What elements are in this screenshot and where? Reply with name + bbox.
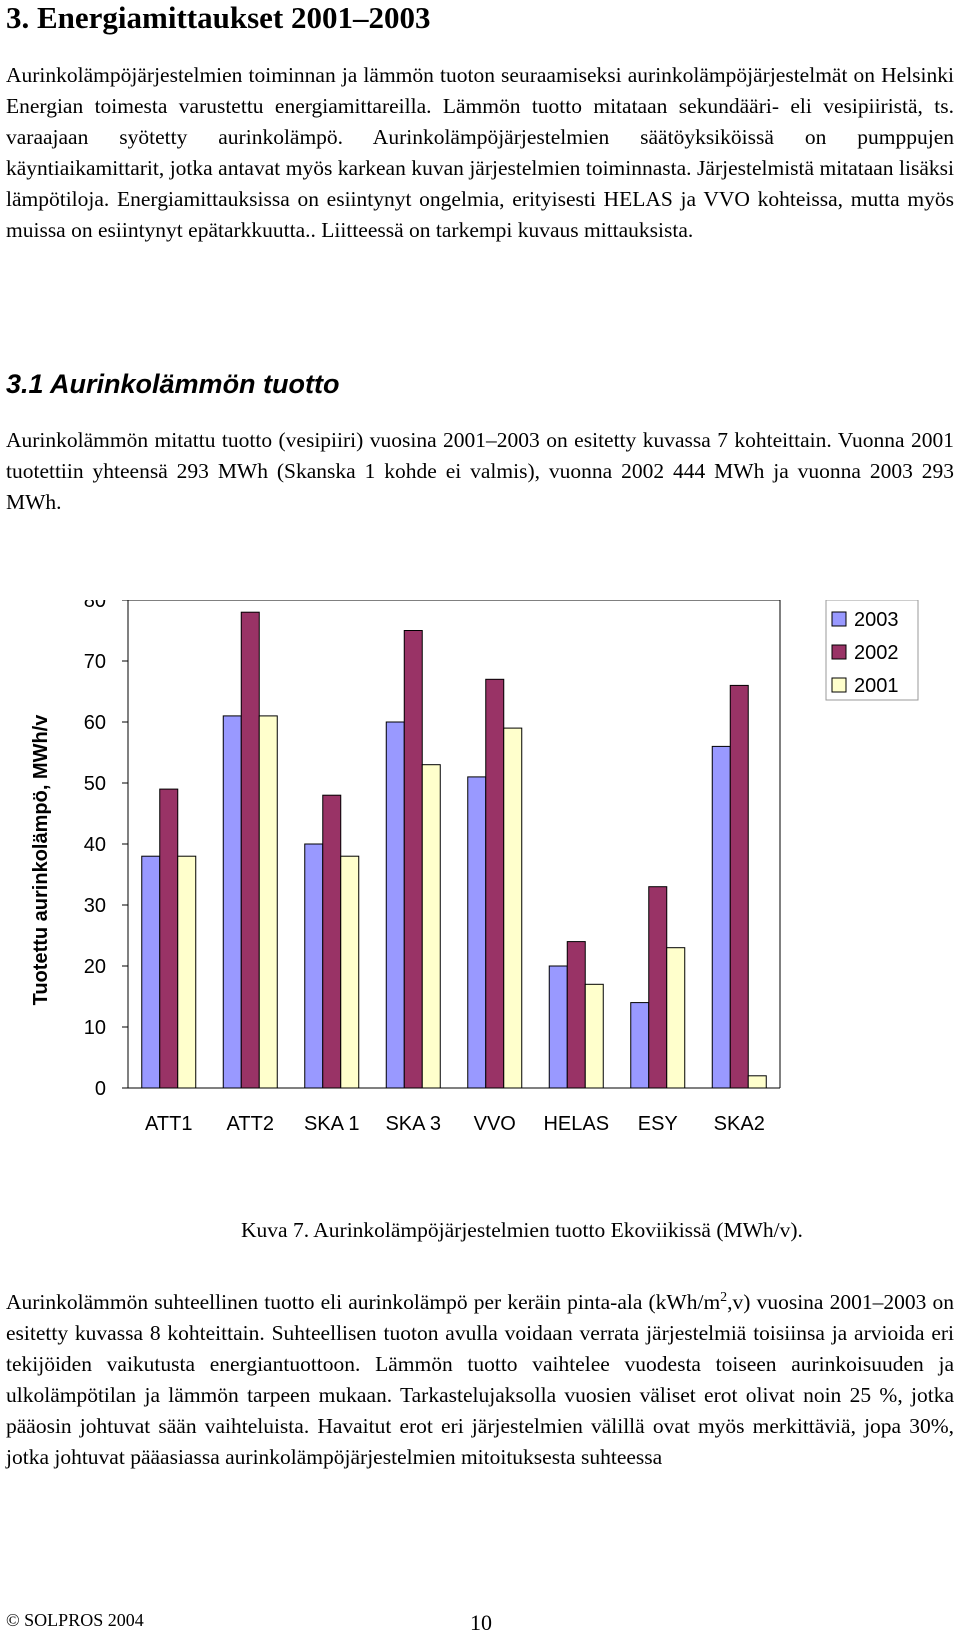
legend-swatch-2003: [831, 611, 847, 627]
bar-2002-att1: [159, 788, 179, 1089]
legend-label-2003: 2003: [854, 609, 899, 631]
bar-2003-vvo: [467, 776, 487, 1089]
paragraph3-rest: ,v) vuosina 2001–2003 on esitetty kuvass…: [6, 1290, 954, 1470]
x-tick-label: HELAS: [543, 1113, 609, 1135]
bar-2001-ska2: [747, 1075, 767, 1089]
subsection-heading: 3.1 Aurinkolämmön tuotto: [6, 369, 340, 399]
x-tick-label: ATT2: [227, 1113, 274, 1135]
production-chart: 0 10 20 30 40 50 60 70 80 Tuotettu aurinkolämpö, …: [0, 600, 960, 1180]
paragraph3-superscript: 2: [720, 1290, 728, 1305]
x-tick-label: ESY: [638, 1113, 678, 1135]
bar-2003-att2: [222, 715, 242, 1089]
chart-svg: 0 10 20 30 40 50 60 70 80 Tuotettu aurinkolämpö, …: [30, 600, 919, 1135]
bar-2001-esy: [666, 947, 686, 1089]
bar-2001-helas: [584, 983, 604, 1089]
y-tick-label: 70: [84, 651, 106, 673]
bar-2003-ska-1: [304, 843, 324, 1089]
bar-2001-vvo: [503, 727, 523, 1089]
bar-2002-att2: [240, 611, 260, 1089]
x-tick-label: ATT1: [145, 1113, 192, 1135]
bar-2002-ska2: [729, 684, 749, 1089]
x-tick-label: VVO: [474, 1113, 516, 1135]
bar-2001-att2: [258, 715, 278, 1089]
bar-2002-ska-3: [403, 630, 423, 1089]
bar-2002-helas: [566, 941, 586, 1089]
legend-label-2002: 2002: [854, 642, 899, 664]
section-heading: 3. Energiamittaukset 2001–2003: [6, 0, 431, 35]
y-tick-label: 20: [84, 956, 106, 978]
bar-2003-esy: [630, 1002, 650, 1089]
bar-2003-ska2: [711, 745, 731, 1089]
bar-2002-esy: [648, 886, 668, 1089]
figure-caption: Kuva 7. Aurinkolämpöjärjestelmien tuotto…: [241, 1218, 803, 1242]
y-tick-label: 50: [84, 773, 106, 795]
bar-2002-vvo: [485, 678, 505, 1089]
y-tick-label: 10: [84, 1017, 106, 1039]
y-tick-label: 80: [84, 600, 106, 612]
legend-swatch-2002: [831, 644, 847, 660]
bar-2002-ska-1: [322, 794, 342, 1089]
y-axis-title: Tuotettu aurinkolämpö, MWh/v: [30, 714, 52, 1006]
y-tick-label: 40: [84, 834, 106, 856]
bar-2003-helas: [548, 965, 568, 1089]
x-tick-label: SKA 3: [385, 1113, 441, 1135]
x-tick-label: SKA2: [714, 1113, 765, 1135]
bar-2003-att1: [141, 855, 161, 1089]
legend-label-2001: 2001: [854, 675, 899, 697]
bar-2001-ska-1: [340, 855, 360, 1089]
production-paragraph: Aurinkolämmön mitattu tuotto (vesipiiri)…: [6, 428, 954, 514]
relative-production-paragraph: Aurinkolämmön suhteellinen tuotto eli au…: [6, 1282, 954, 1473]
legend-swatch-2001: [831, 677, 847, 693]
paragraph3-lead: Aurinkolämmön suhteellinen tuotto eli au…: [6, 1290, 721, 1315]
y-tick-label: 60: [84, 712, 106, 734]
y-tick-label: 30: [84, 895, 106, 917]
x-tick-label: SKA 1: [304, 1113, 360, 1135]
bar-2001-ska-3: [421, 764, 441, 1089]
footer-copyright: © SOLPROS 2004: [6, 1610, 144, 1630]
intro-paragraph: Aurinkolämpöjärjestelmien toiminnan ja l…: [6, 63, 954, 242]
y-tick-label: 0: [95, 1078, 106, 1100]
bar-2003-ska-3: [385, 721, 405, 1089]
page-number: 10: [470, 1610, 492, 1635]
bar-2001-att1: [177, 855, 197, 1089]
